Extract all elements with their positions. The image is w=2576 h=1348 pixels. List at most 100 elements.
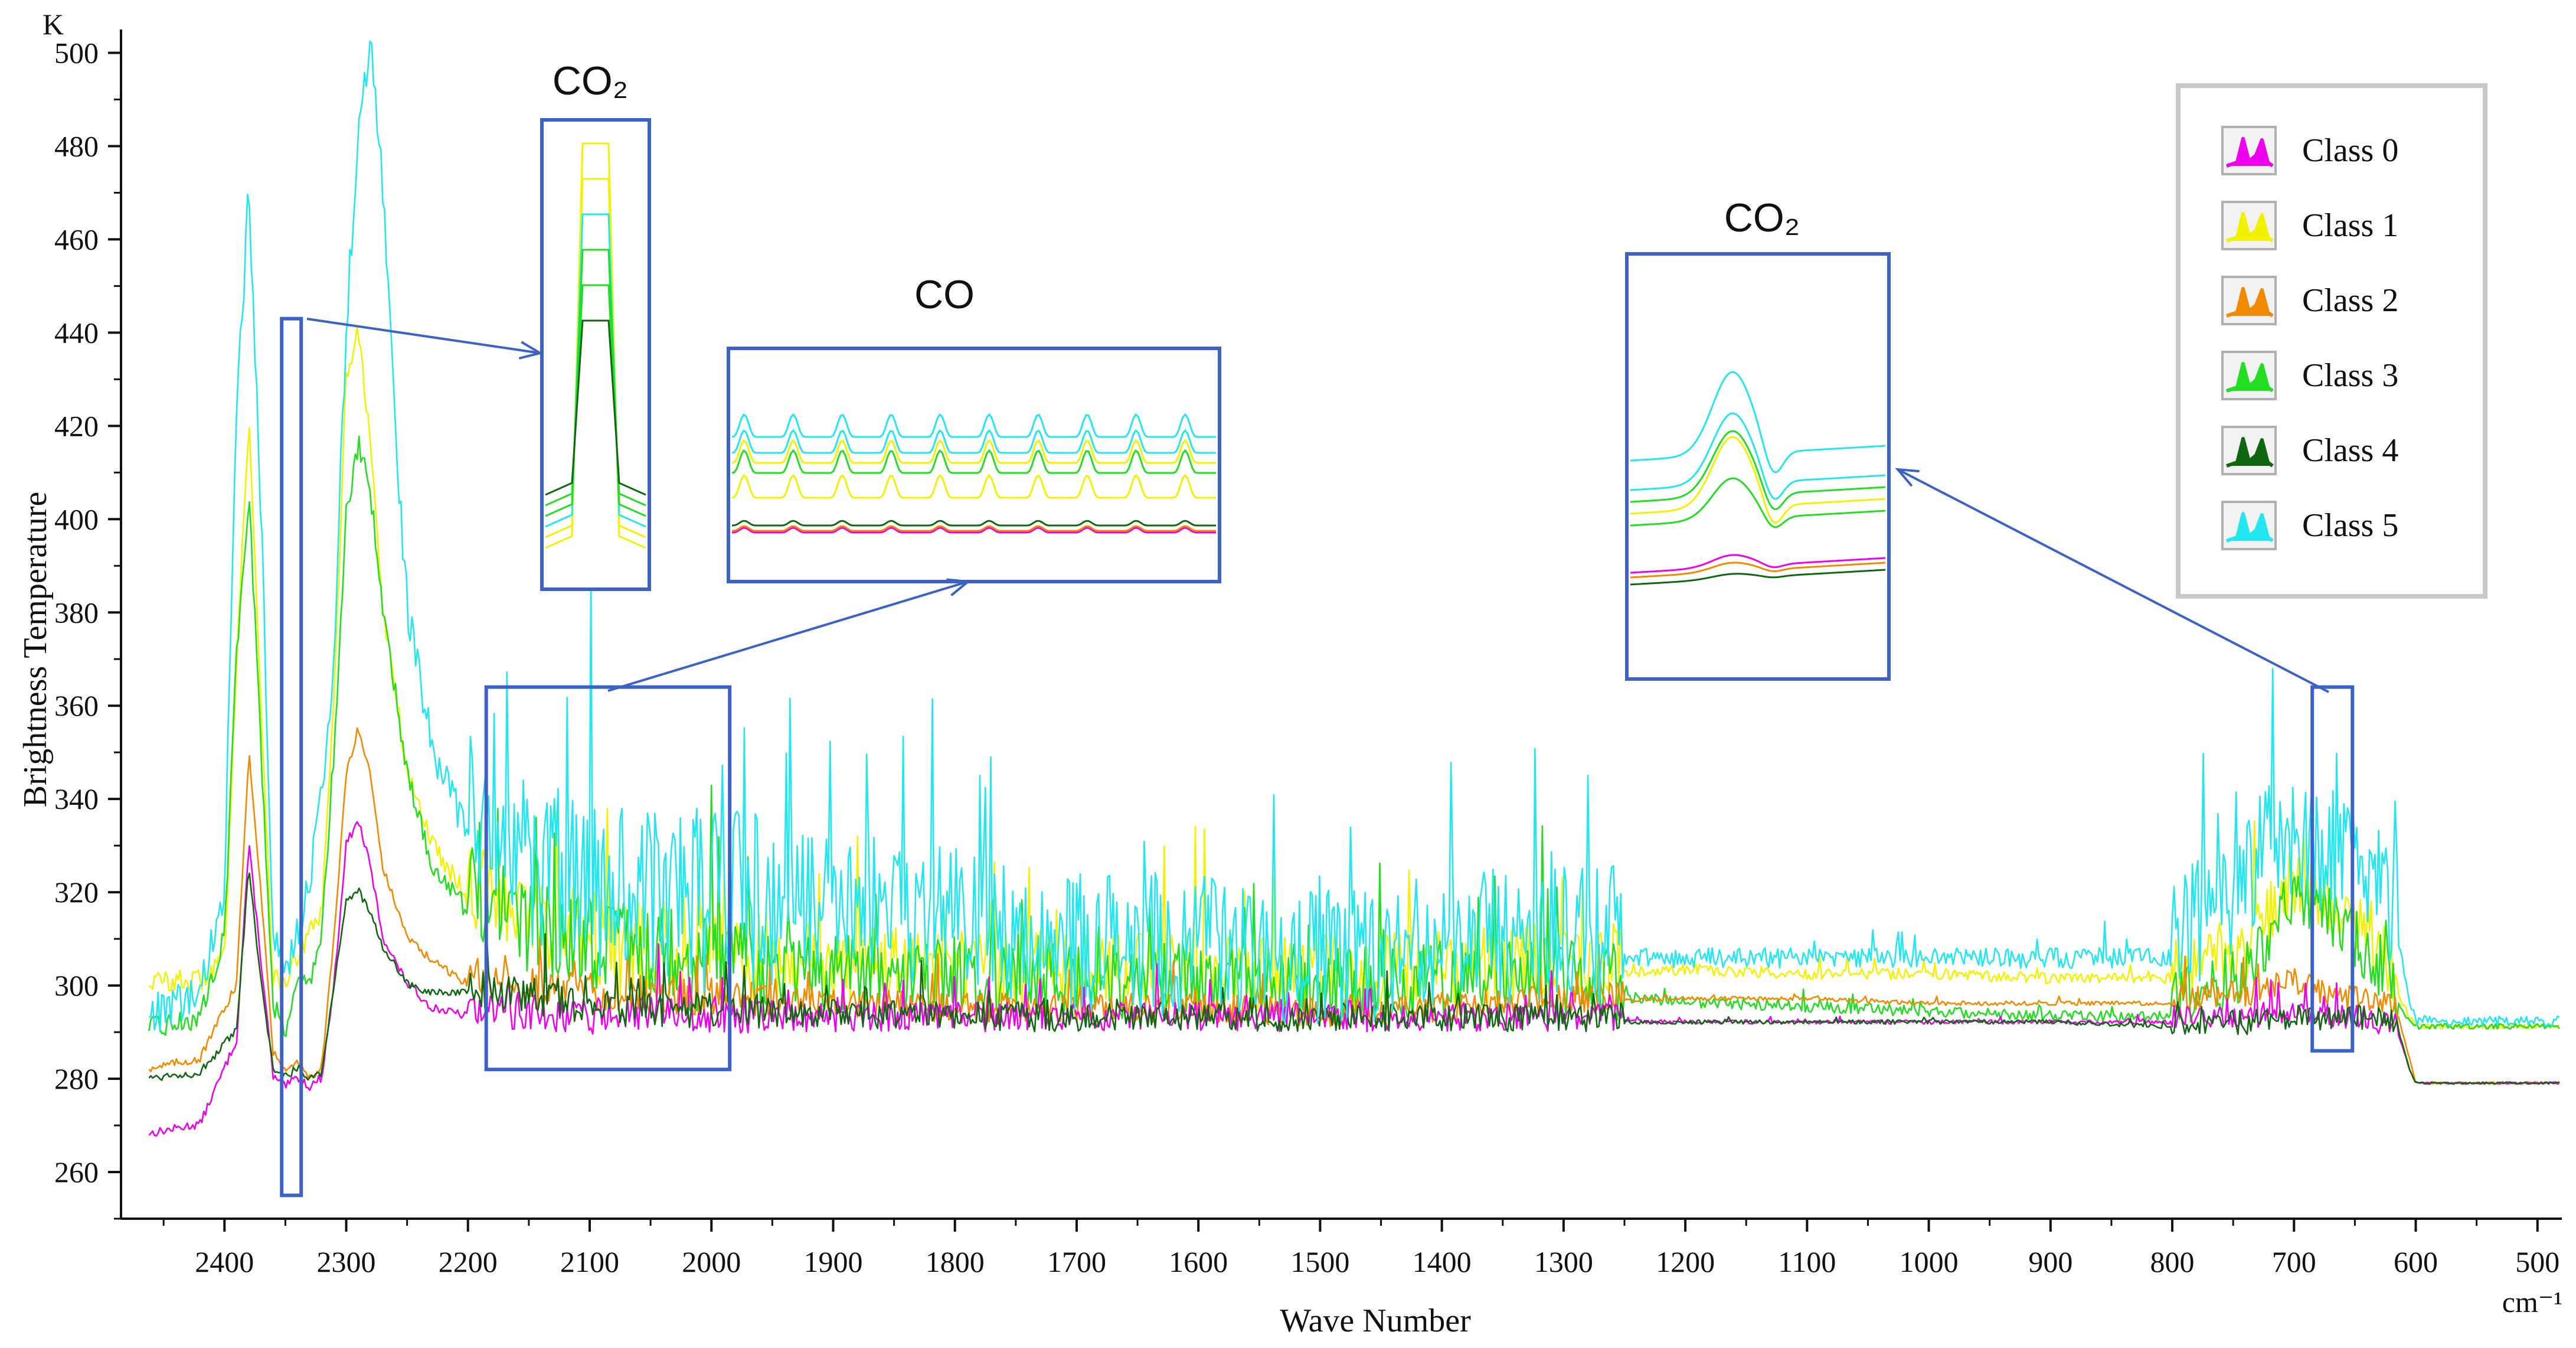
legend-swatch-icon: [2226, 437, 2274, 468]
x-tick-label: 2300: [317, 1245, 376, 1278]
legend-label: Class 2: [2302, 282, 2398, 319]
inset-panel-1: [727, 347, 1221, 583]
inset-curve: [1630, 569, 1886, 586]
inset-curves-1: [731, 413, 1216, 534]
inset-curve: [545, 319, 646, 496]
legend-swatch-icon: [2226, 362, 2274, 393]
inset-curve: [1630, 412, 1886, 500]
inset-arrow-1: [607, 580, 969, 692]
y-ticks: 260 280 300 320 340 360 380 400 420 440 460 480 500: [54, 36, 121, 1220]
y-tick-label: 500: [54, 36, 99, 69]
inset-arrow-0: [306, 318, 541, 354]
y-tick-label: 400: [54, 502, 99, 536]
inset-curve: [731, 449, 1216, 474]
x-tick-label: 600: [2394, 1245, 2438, 1278]
inset-arrowhead-2: [1895, 468, 1920, 487]
legend-swatch-frame: [2221, 126, 2277, 175]
inset-curve: [545, 213, 646, 528]
axes: [120, 30, 2562, 1220]
y-tick-label: 440: [54, 316, 99, 349]
x-tick-label: 1700: [1047, 1245, 1106, 1278]
y-axis-title: Brightness Temperature: [17, 492, 54, 808]
legend-swatch-icon: [2226, 212, 2274, 243]
x-tick-label: 2100: [560, 1245, 619, 1278]
y-tick-label: 480: [54, 129, 99, 162]
inset-arrow-2: [1897, 468, 2329, 693]
inset-curve: [1630, 554, 1886, 574]
legend-swatch-icon: [2226, 137, 2274, 168]
legend-label: Class 1: [2302, 207, 2398, 244]
y-tick-label: 420: [54, 409, 99, 442]
inset-curve: [1630, 371, 1886, 474]
x-tick-label: 1600: [1169, 1245, 1228, 1278]
y-tick-label: 340: [54, 782, 99, 815]
series-line-class-3: [148, 435, 2560, 1037]
x-tick-label: 900: [2028, 1245, 2072, 1278]
inset-curve: [545, 249, 646, 517]
x-tick-label: 700: [2272, 1245, 2316, 1278]
inset-curve: [545, 284, 646, 507]
x-tick-label: 1100: [1778, 1245, 1836, 1278]
x-tick-label: 2400: [195, 1245, 254, 1278]
legend-swatch-icon: [2226, 512, 2274, 543]
series-line-class-4: [148, 872, 2560, 1085]
series-line-class-0: [148, 821, 2560, 1137]
legend-swatch-frame: [2221, 426, 2277, 475]
legend: Class 0 Class 1 Class 2 Class 3 Class 4 Class…: [2176, 83, 2487, 599]
x-tick-label: 1900: [803, 1245, 862, 1278]
y-tick-label: 300: [54, 969, 99, 1002]
x-tick-label: 1300: [1534, 1245, 1593, 1278]
x-tick-label: 2000: [682, 1245, 741, 1278]
y-tick-label: 280: [54, 1062, 99, 1095]
inset-curves-2: [1630, 371, 1886, 586]
inset-arrowhead-1: [946, 578, 972, 596]
y-tick-label: 360: [54, 689, 99, 722]
y-tick-label: 260: [54, 1156, 99, 1189]
legend-label: Class 0: [2302, 132, 2398, 169]
x-unit-label: cm⁻¹: [2502, 1285, 2562, 1318]
x-axis-title: Wave Number: [1280, 1303, 1471, 1339]
inset-curve: [545, 178, 646, 538]
y-unit-label: K: [43, 8, 64, 41]
x-ticks: 2400 2300 2200 2100 2000 1900 1800 1700 1600 1500…: [162, 1219, 2559, 1278]
annotations: CO₂ CO CO₂: [280, 58, 2355, 1197]
highlight-box-0: [280, 316, 303, 1197]
inset-curve: [731, 413, 1216, 438]
x-tick-label: 1500: [1290, 1245, 1349, 1278]
highlight-box-2: [2310, 685, 2355, 1053]
inset-curves-0: [545, 142, 646, 549]
inset-curve: [731, 429, 1216, 454]
inset-curve: [731, 439, 1216, 464]
inset-panel-0: [540, 118, 651, 591]
inset-curve: [731, 525, 1216, 532]
inset-curve: [731, 520, 1216, 527]
inset-curve: [1630, 430, 1886, 510]
x-tick-label: 2200: [439, 1245, 498, 1278]
series-line-class-2: [148, 727, 2560, 1085]
series-line-class-5: [148, 40, 2560, 1033]
legend-swatch-frame: [2221, 501, 2277, 550]
x-tick-label: 1400: [1413, 1245, 1472, 1278]
inset-curve: [1630, 562, 1886, 579]
legend-label: Class 3: [2302, 357, 2398, 394]
legend-label: Class 5: [2302, 507, 2398, 544]
x-tick-label: 1000: [1900, 1245, 1959, 1278]
x-tick-label: 800: [2150, 1245, 2195, 1278]
y-tick-label: 320: [54, 876, 99, 909]
legend-label: Class 4: [2302, 432, 2398, 469]
legend-swatch-frame: [2221, 276, 2277, 325]
x-tick-label: 500: [2515, 1245, 2559, 1278]
inset-title-2: CO₂: [1724, 195, 1800, 240]
inset-curve: [1630, 477, 1886, 528]
legend-swatch-frame: [2221, 201, 2277, 250]
highlight-box-1: [484, 685, 732, 1072]
series-layer: [148, 40, 2560, 1137]
legend-swatch-frame: [2221, 351, 2277, 400]
inset-title-1: CO: [914, 272, 975, 317]
inset-panel-2: [1625, 252, 1891, 681]
inset-arrowhead-0: [518, 341, 544, 360]
x-tick-label: 1200: [1656, 1245, 1715, 1278]
legend-swatch-icon: [2226, 287, 2274, 318]
inset-curve: [1630, 436, 1886, 524]
